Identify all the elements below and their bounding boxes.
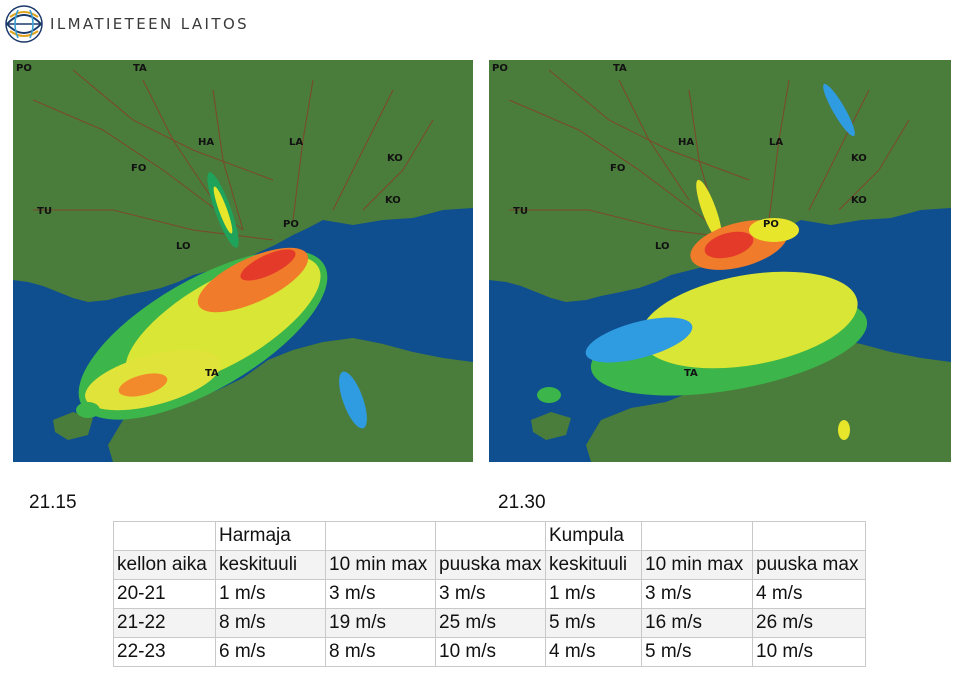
table-cell: 5 m/s — [641, 637, 753, 667]
table-cell: 21-22 — [113, 608, 216, 638]
wind-table: Harmaja Kumpula kellon aika keskituuli 1… — [113, 521, 866, 667]
table-cell — [641, 521, 753, 551]
place-label-ha: HA — [198, 137, 215, 148]
table-header-cell: puuska max — [435, 550, 546, 580]
fmi-logo-icon — [5, 5, 43, 43]
table-cell: Kumpula — [545, 521, 642, 551]
table-header-cell: keskituuli — [545, 550, 642, 580]
table-cell: 26 m/s — [752, 608, 866, 638]
table-cell: 8 m/s — [215, 608, 326, 638]
table-cell: 1 m/s — [545, 579, 642, 609]
place-label-ha: HA — [678, 137, 695, 148]
place-label-ko2: KO — [851, 195, 867, 206]
fmi-logo: ILMATIETEEN LAITOS — [4, 3, 249, 45]
place-label-lo: LO — [176, 241, 191, 252]
table-cell: 25 m/s — [435, 608, 546, 638]
table-cell: 8 m/s — [325, 637, 436, 667]
table-header-cell: 10 min max — [641, 550, 753, 580]
table-cell: 10 m/s — [435, 637, 546, 667]
table-header-row: kellon aika keskituuli 10 min max puuska… — [113, 550, 866, 580]
place-label-ta: TA — [613, 63, 627, 74]
table-header-cell: 10 min max — [325, 550, 436, 580]
place-label-ko1: KO — [387, 153, 403, 164]
table-cell: 1 m/s — [215, 579, 326, 609]
place-label-po2: PO — [283, 219, 299, 230]
table-header-cell: keskituuli — [215, 550, 326, 580]
time-label-right: 21.30 — [498, 492, 546, 513]
table-cell: 3 m/s — [641, 579, 753, 609]
time-label-left: 21.15 — [29, 492, 77, 513]
table-cell: 22-23 — [113, 637, 216, 667]
table-cell: 4 m/s — [545, 637, 642, 667]
place-label-ta2: TA — [684, 368, 698, 379]
table-cell: 3 m/s — [325, 579, 436, 609]
radar-map-2130: PO TA HA LA FO KO KO TU PO LO TA — [489, 60, 951, 462]
place-label-la: LA — [289, 137, 304, 148]
place-label-ko2: KO — [385, 195, 401, 206]
place-label-po: PO — [492, 63, 508, 74]
table-header-cell: kellon aika — [113, 550, 216, 580]
place-label-tu: TU — [513, 206, 528, 217]
place-label-la: LA — [769, 137, 784, 148]
radar-map-2115: PO TA HA LA FO KO KO TU PO LO TA — [13, 60, 473, 462]
table-cell: Harmaja — [215, 521, 326, 551]
place-label-ko1: KO — [851, 153, 867, 164]
table-row: 20-21 1 m/s 3 m/s 3 m/s 1 m/s 3 m/s 4 m/… — [113, 579, 866, 609]
table-cell: 19 m/s — [325, 608, 436, 638]
place-label-ta: TA — [133, 63, 147, 74]
table-cell: 5 m/s — [545, 608, 642, 638]
place-label-lo: LO — [655, 241, 670, 252]
table-cell: 4 m/s — [752, 579, 866, 609]
place-label-fo: FO — [610, 163, 626, 174]
table-cell — [325, 521, 436, 551]
table-cell — [435, 521, 546, 551]
table-group-row: Harmaja Kumpula — [113, 521, 866, 551]
table-cell: 16 m/s — [641, 608, 753, 638]
place-label-po2: PO — [763, 219, 779, 230]
place-label-po: PO — [16, 63, 32, 74]
table-header-cell: puuska max — [752, 550, 866, 580]
table-cell — [752, 521, 866, 551]
table-row: 22-23 6 m/s 8 m/s 10 m/s 4 m/s 5 m/s 10 … — [113, 637, 866, 667]
place-label-ta2: TA — [205, 368, 219, 379]
place-label-tu: TU — [37, 206, 52, 217]
table-cell: 6 m/s — [215, 637, 326, 667]
table-cell: 10 m/s — [752, 637, 866, 667]
table-row: 21-22 8 m/s 19 m/s 25 m/s 5 m/s 16 m/s 2… — [113, 608, 866, 638]
table-cell: 20-21 — [113, 579, 216, 609]
table-cell — [113, 521, 216, 551]
place-label-fo: FO — [131, 163, 147, 174]
table-cell: 3 m/s — [435, 579, 546, 609]
logo-text: ILMATIETEEN LAITOS — [50, 15, 250, 33]
